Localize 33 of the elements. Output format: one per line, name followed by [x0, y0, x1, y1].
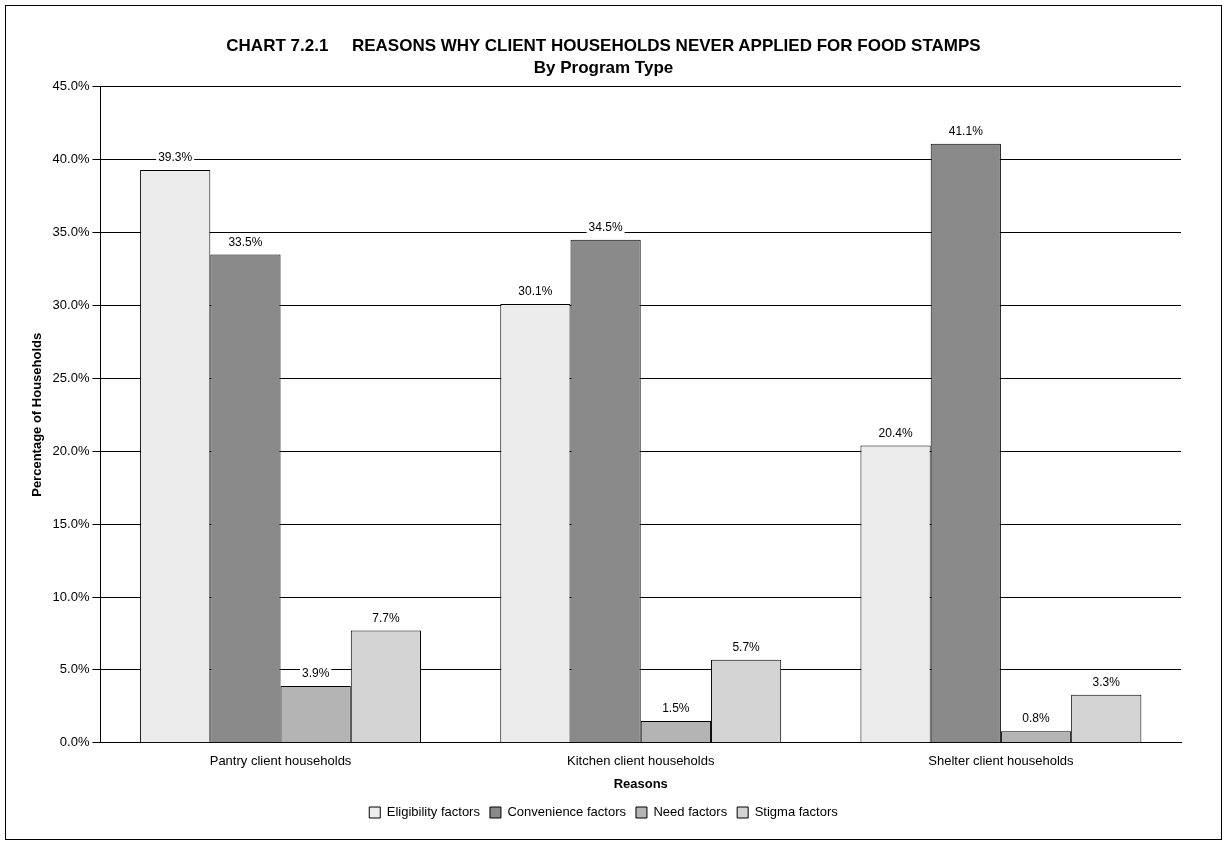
- y-tick-label: 15.0%: [52, 515, 90, 531]
- y-tick-label: 0.0%: [59, 734, 90, 750]
- x-tick-label: Kitchen client households: [567, 753, 715, 769]
- y-tick-label: 10.0%: [52, 588, 90, 604]
- data-label: 41.1%: [948, 123, 984, 138]
- legend-label: Eligibility factors: [386, 804, 481, 820]
- legend-label: Convenience factors: [507, 804, 627, 820]
- data-label: 39.3%: [158, 150, 193, 165]
- data-label: 33.5%: [228, 234, 263, 249]
- y-tick-label: 25.0%: [52, 369, 90, 385]
- y-tick-label: 40.0%: [52, 151, 90, 167]
- y-tick-label: 30.0%: [52, 297, 90, 313]
- chart-subtitle: By Program Type: [533, 58, 674, 78]
- x-axis-title: Reasons: [613, 775, 668, 791]
- chart-title: CHART 7.2.1 REASONS WHY CLIENT HOUSEHOLDS NEVER APPLIED FOR FOOD STAMPS: [226, 35, 981, 55]
- data-label: 3.3%: [1092, 675, 1121, 690]
- data-label: 1.5%: [662, 701, 690, 716]
- data-label: 30.1%: [518, 284, 553, 299]
- data-label: 5.7%: [732, 640, 761, 655]
- data-label: 20.4%: [878, 425, 913, 440]
- y-axis-title: Percentage of Households: [29, 332, 45, 497]
- y-tick-label: 5.0%: [59, 661, 90, 677]
- legend-label: Stigma factors: [754, 804, 839, 820]
- data-label: 3.9%: [301, 666, 330, 681]
- y-tick-label: 20.0%: [52, 442, 90, 458]
- x-tick-label: Pantry client households: [209, 753, 352, 769]
- x-tick-label: Shelter client households: [928, 753, 1075, 769]
- y-tick-label: 35.0%: [52, 224, 90, 240]
- data-label: 0.8%: [1022, 711, 1051, 726]
- data-label: 34.5%: [588, 220, 623, 235]
- legend-label: Need factors: [653, 804, 728, 820]
- data-label: 7.7%: [372, 610, 400, 625]
- y-tick-label: 45.0%: [52, 78, 90, 94]
